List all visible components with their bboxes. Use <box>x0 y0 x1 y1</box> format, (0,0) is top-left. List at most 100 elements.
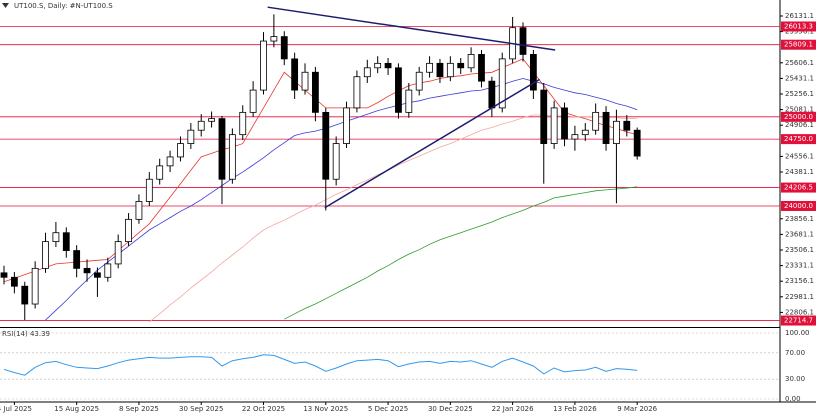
x-tick-label: 30 Sep 2025 <box>179 405 223 413</box>
candle-body <box>42 241 49 269</box>
x-tick-label: 4 Jul 2025 <box>0 405 32 413</box>
candle-body <box>52 232 60 243</box>
candle-body <box>623 120 631 131</box>
candle-body <box>446 62 454 78</box>
candle-body <box>540 89 548 144</box>
candle-body <box>457 62 465 69</box>
candle-body <box>166 156 174 167</box>
moving-average <box>284 186 638 320</box>
candle-body <box>239 111 247 136</box>
y-tick-label: 0.00 <box>785 395 801 403</box>
level-label: 22714.7 <box>784 317 813 325</box>
candle-body <box>177 143 184 158</box>
candle-body <box>426 62 433 73</box>
candle-body <box>291 58 299 91</box>
candle-body <box>488 80 496 109</box>
candle-body <box>10 276 18 287</box>
candle-body <box>135 201 143 220</box>
candle-body <box>561 107 568 140</box>
candle-body <box>270 36 278 42</box>
candle-body <box>332 143 340 180</box>
candle-body <box>602 111 610 144</box>
y-tick-label: 70.00 <box>785 349 805 357</box>
y-tick-label: 24381.1 <box>785 168 814 176</box>
rsi-line <box>3 354 638 376</box>
x-tick-label: 9 Mar 2026 <box>617 405 657 413</box>
trend-line <box>324 78 540 209</box>
x-tick-label: 15 Aug 2025 <box>54 405 99 413</box>
y-tick-label: 25431.1 <box>785 74 814 82</box>
x-tick-label: 13 Feb 2026 <box>553 405 597 413</box>
moving-average <box>45 78 638 321</box>
candle-body <box>613 120 620 144</box>
candle-body <box>571 134 579 140</box>
candle-body <box>415 71 423 91</box>
candle-body <box>228 134 236 180</box>
level-label-box <box>781 39 816 50</box>
x-tick-label: 8 Sep 2025 <box>119 405 159 413</box>
candle-body <box>218 118 226 180</box>
candle-body <box>384 62 392 69</box>
x-tick-label: 5 Dec 2025 <box>368 405 408 413</box>
candle-body <box>21 285 29 305</box>
x-tick-label: 13 Nov 2025 <box>303 405 348 413</box>
candle-body <box>114 241 122 265</box>
x-tick-label: 22 Jan 2026 <box>492 405 535 413</box>
candle-body <box>208 118 216 122</box>
y-tick-label: 25606.1 <box>785 59 814 67</box>
y-tick-label: 23856.1 <box>785 215 814 223</box>
candle-body <box>104 263 112 278</box>
candle-body <box>436 62 444 78</box>
candle-body <box>31 267 39 305</box>
y-tick-label: 25956.1 <box>785 28 814 36</box>
x-tick-label: 30 Dec 2025 <box>428 405 473 413</box>
candle-body <box>374 62 382 69</box>
y-tick-label: 23156.1 <box>785 277 814 285</box>
candle-body <box>498 58 506 109</box>
candle-body <box>73 250 81 269</box>
candle-body <box>395 67 402 113</box>
y-tick-label: 100.00 <box>785 329 810 337</box>
candle-body <box>197 120 205 131</box>
trend-line <box>267 6 556 51</box>
y-tick-label: 25081.1 <box>785 106 814 114</box>
candle-body <box>187 129 195 144</box>
candle-body <box>405 89 413 113</box>
candle-body <box>592 111 600 131</box>
y-tick-label: 22806.1 <box>785 308 814 316</box>
candle-body <box>83 267 91 274</box>
level-label: 25000.0 <box>784 113 813 121</box>
candle-body <box>145 178 153 202</box>
candle-body <box>363 67 371 78</box>
y-tick-label: 24556.1 <box>785 152 814 160</box>
candle-body <box>125 218 132 243</box>
x-tick-label: 22 Oct 2025 <box>242 405 285 413</box>
candle-body <box>94 272 101 278</box>
candle-body <box>343 107 350 144</box>
candle-body <box>353 76 361 109</box>
y-tick-label: 23331.1 <box>785 262 814 270</box>
candle-body <box>301 71 309 91</box>
level-label-box <box>781 111 816 122</box>
candle-body <box>478 54 485 82</box>
y-tick-label: 25256.1 <box>785 90 814 98</box>
candle-body <box>62 232 70 251</box>
level-label: 24206.5 <box>784 184 813 192</box>
level-label-box <box>781 200 816 211</box>
level-label: 26013.3 <box>784 23 813 31</box>
candle-body <box>550 107 558 144</box>
candle-body <box>260 40 267 91</box>
candle-body <box>467 54 475 69</box>
level-label-box <box>781 182 816 193</box>
rsi-title: RSI(14) 43.39 <box>2 330 50 338</box>
chart-title: UT100.S, Daily: #N-UT100.S <box>14 2 113 10</box>
candle-body <box>156 165 164 180</box>
y-tick-label: 23681.1 <box>785 230 814 238</box>
candle-body <box>280 36 288 60</box>
candle-body <box>322 111 330 180</box>
level-label-box <box>781 21 816 32</box>
level-label-box <box>781 315 816 326</box>
candle-body <box>311 71 319 113</box>
